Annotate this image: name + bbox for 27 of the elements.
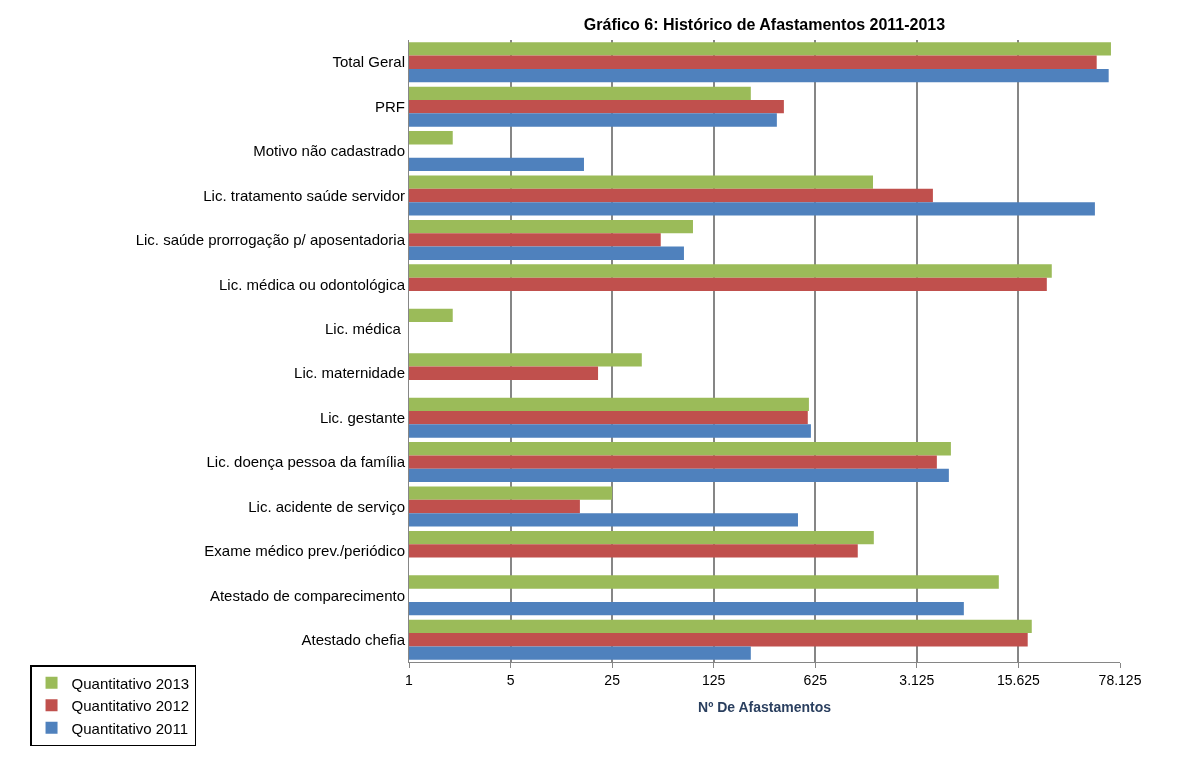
x-tick-label: 125 [702, 671, 726, 688]
y-tick-label: Lic. acidente de serviço [248, 497, 405, 515]
x-tick-label: 15.625 [997, 671, 1041, 688]
y-tick-label: PRF [375, 97, 405, 115]
y-tick-label: Exame médico prev./periódico [204, 542, 405, 560]
y-tick-label: Lic. médica ou odontológica [219, 275, 406, 293]
y-tick-label: Lic. tratamento saúde servidor [203, 186, 405, 204]
legend-label: Quantitativo 2011 [71, 719, 189, 737]
legend-label: Quantitativo 2013 [71, 674, 190, 692]
y-tick-label: Motivo não cadastrado [253, 142, 405, 160]
y-tick-label: Lic. maternidade [294, 364, 405, 382]
x-axis-title: Nº De Afastamentos [698, 699, 832, 716]
x-tick-label: 625 [803, 671, 828, 688]
x-tick-label: 1 [405, 671, 414, 688]
y-tick-label: Lic. gestante [319, 408, 405, 426]
chart-title: Gráfico 6: Histórico de Afastamentos 2011-2013 [583, 16, 946, 34]
y-tick-label: Atestado de comparecimento [209, 586, 405, 604]
x-tick-label: 5 [506, 671, 515, 688]
x-tick-label: 3.125 [899, 671, 935, 688]
legend-label: Quantitativo 2012 [71, 697, 190, 715]
y-tick-label: Lic. médica [324, 320, 405, 338]
y-tick-label: Lic. saúde prorrogação p/ aposentadoria [135, 231, 406, 249]
y-tick-label: Lic. doença pessoa da família [206, 453, 406, 471]
x-tick-label: 25 [604, 671, 621, 688]
y-tick-label: Total Geral [332, 53, 405, 71]
x-tick-label: 78.125 [1098, 671, 1142, 688]
y-tick-label: Atestado chefia [301, 631, 406, 649]
